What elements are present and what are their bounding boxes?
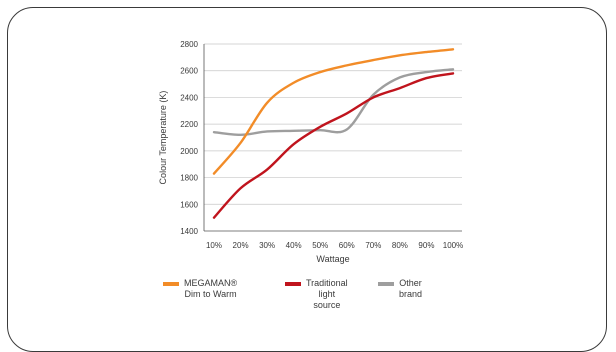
legend-label-traditional: Traditional light source	[306, 278, 348, 311]
x-tick-label-80: 80%	[392, 241, 408, 250]
y-tick-label-1800: 1800	[180, 174, 198, 183]
legend-label-traditional-line1: Traditional	[306, 278, 348, 288]
y-tick-label-2600: 2600	[180, 67, 198, 76]
x-tick-label-40: 40%	[286, 241, 302, 250]
series-line-megaman	[212, 48, 455, 175]
legend-swatch-other-brand	[378, 282, 394, 286]
legend-label-other-brand-line1: Other brand	[399, 278, 423, 299]
y-tick-label-2800: 2800	[180, 40, 198, 49]
legend-item-traditional: Traditional light source	[285, 278, 348, 311]
x-tick-label-100: 100%	[443, 241, 463, 250]
legend-label-other-brand: Other brand	[399, 278, 422, 300]
x-tick-label-60: 60%	[339, 241, 355, 250]
legend-item-other-brand: Other brand	[378, 278, 422, 300]
line-chart: 1400 1600 1800 2000 2200 2400 2600 2800 10% 20% 3…	[158, 40, 463, 264]
legend-label-megaman: MEGAMAN® Dim to Warm	[184, 278, 237, 300]
x-tick-label-70: 70%	[365, 241, 381, 250]
x-tick-label-50: 50%	[312, 241, 328, 250]
legend-item-megaman: MEGAMAN® Dim to Warm	[163, 278, 237, 300]
y-tick-label-2400: 2400	[180, 93, 198, 102]
series-lines	[212, 48, 455, 219]
legend-label-megaman-line1: MEGAMAN®	[184, 278, 238, 288]
series-line-other-brand	[212, 68, 455, 137]
x-tick-label-30: 30%	[259, 241, 275, 250]
y-tick-label-1600: 1600	[180, 200, 198, 209]
x-tick-label-10: 10%	[206, 241, 222, 250]
legend-label-traditional-line2: light source	[313, 289, 341, 310]
x-tick-labels: 10% 20% 30% 40% 50% 60% 70% 80% 90% 100%	[206, 241, 463, 250]
y-tick-label-1400: 1400	[180, 227, 198, 236]
legend-swatch-megaman	[163, 282, 179, 286]
y-tick-label-2200: 2200	[180, 120, 198, 129]
chart-card	[7, 7, 607, 352]
y-tick-labels: 1400 1600 1800 2000 2200 2400 2600 2800	[180, 40, 198, 236]
legend-swatch-traditional	[285, 282, 301, 286]
grid-lines	[204, 43, 462, 205]
legend-label-megaman-line2: Dim to Warm	[184, 289, 237, 299]
series-line-traditional	[212, 72, 455, 219]
y-axis-label: Colour Temperature (K)	[158, 91, 168, 185]
x-tick-label-20: 20%	[233, 241, 249, 250]
y-tick-label-2000: 2000	[180, 147, 198, 156]
axes	[203, 44, 462, 232]
x-tick-label-90: 90%	[418, 241, 434, 250]
x-axis-label: Wattage	[316, 254, 349, 264]
